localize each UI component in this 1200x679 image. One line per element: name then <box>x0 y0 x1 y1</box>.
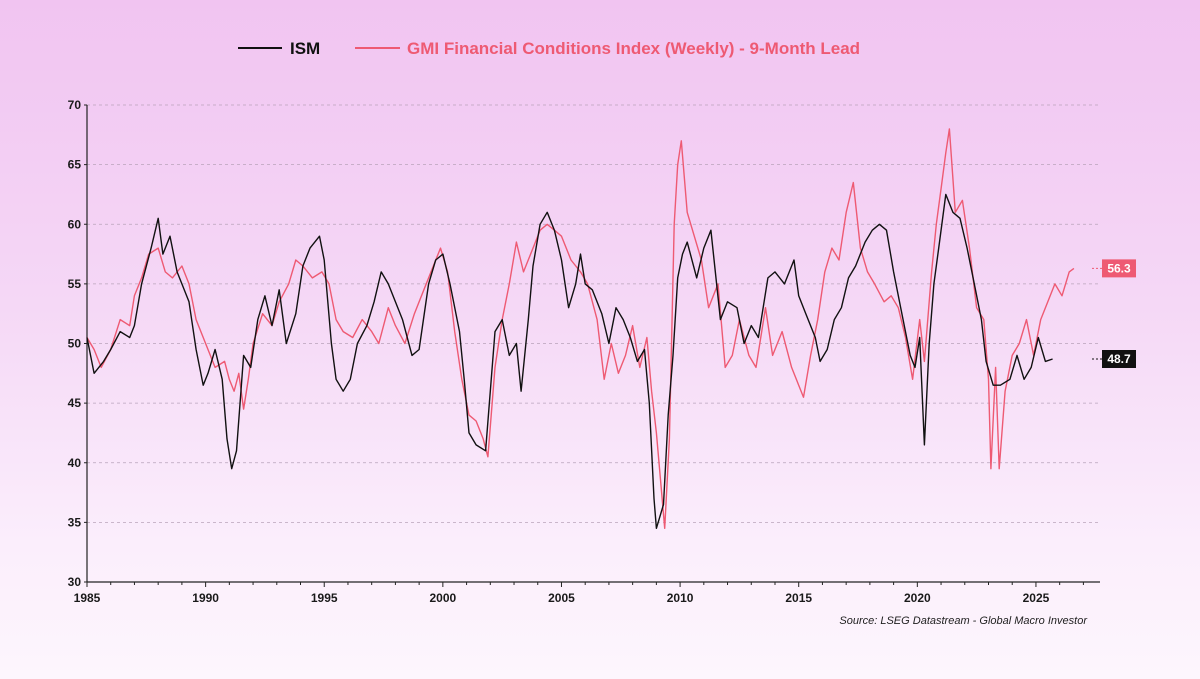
x-tick-label: 2020 <box>904 591 931 605</box>
x-tick-label: 1995 <box>311 591 338 605</box>
y-tick-label: 70 <box>68 98 82 112</box>
y-tick-label: 65 <box>68 158 82 172</box>
gmi-end-label-text: 56.3 <box>1107 261 1131 275</box>
x-tick-label: 2010 <box>667 591 694 605</box>
y-tick-label: 35 <box>68 515 82 529</box>
end-labels: 56.3 48.7 <box>1092 259 1136 369</box>
x-tick-label: 2000 <box>430 591 457 605</box>
ism-end-label: 48.7 <box>1092 350 1136 369</box>
y-tick-label: 45 <box>68 396 82 410</box>
ism-end-label-text: 48.7 <box>1107 352 1131 366</box>
gmi-series-line <box>86 128 1075 529</box>
legend-ism-label: ISM <box>290 39 320 58</box>
ism-series-line <box>86 193 1053 529</box>
x-tick-label: 2005 <box>548 591 575 605</box>
y-tick-label: 55 <box>68 277 82 291</box>
x-tick-label: 1985 <box>74 591 101 605</box>
axes: 30 35 40 45 50 55 60 65 70 1985 1990 1995 2000 2005 20… <box>68 98 1100 605</box>
y-tick-label: 40 <box>68 456 82 470</box>
y-tick-label: 50 <box>68 337 82 351</box>
legend-gmi-label: GMI Financial Conditions Index (Weekly) … <box>407 39 860 58</box>
gmi-end-label: 56.3 <box>1092 259 1136 278</box>
grid-lines <box>87 104 1100 523</box>
y-tick-label: 60 <box>68 217 82 231</box>
x-tick-label: 2015 <box>785 591 812 605</box>
legend: ISM GMI Financial Conditions Index (Week… <box>238 39 860 58</box>
ism-end-label-box <box>1102 350 1136 369</box>
y-tick-label: 30 <box>68 575 82 589</box>
gmi-end-label-box <box>1102 259 1136 278</box>
x-tick-label: 1990 <box>192 591 219 605</box>
x-tick-label: 2025 <box>1023 591 1050 605</box>
source-note: Source: LSEG Datastream - Global Macro I… <box>839 615 1088 627</box>
series-layer <box>86 128 1075 529</box>
